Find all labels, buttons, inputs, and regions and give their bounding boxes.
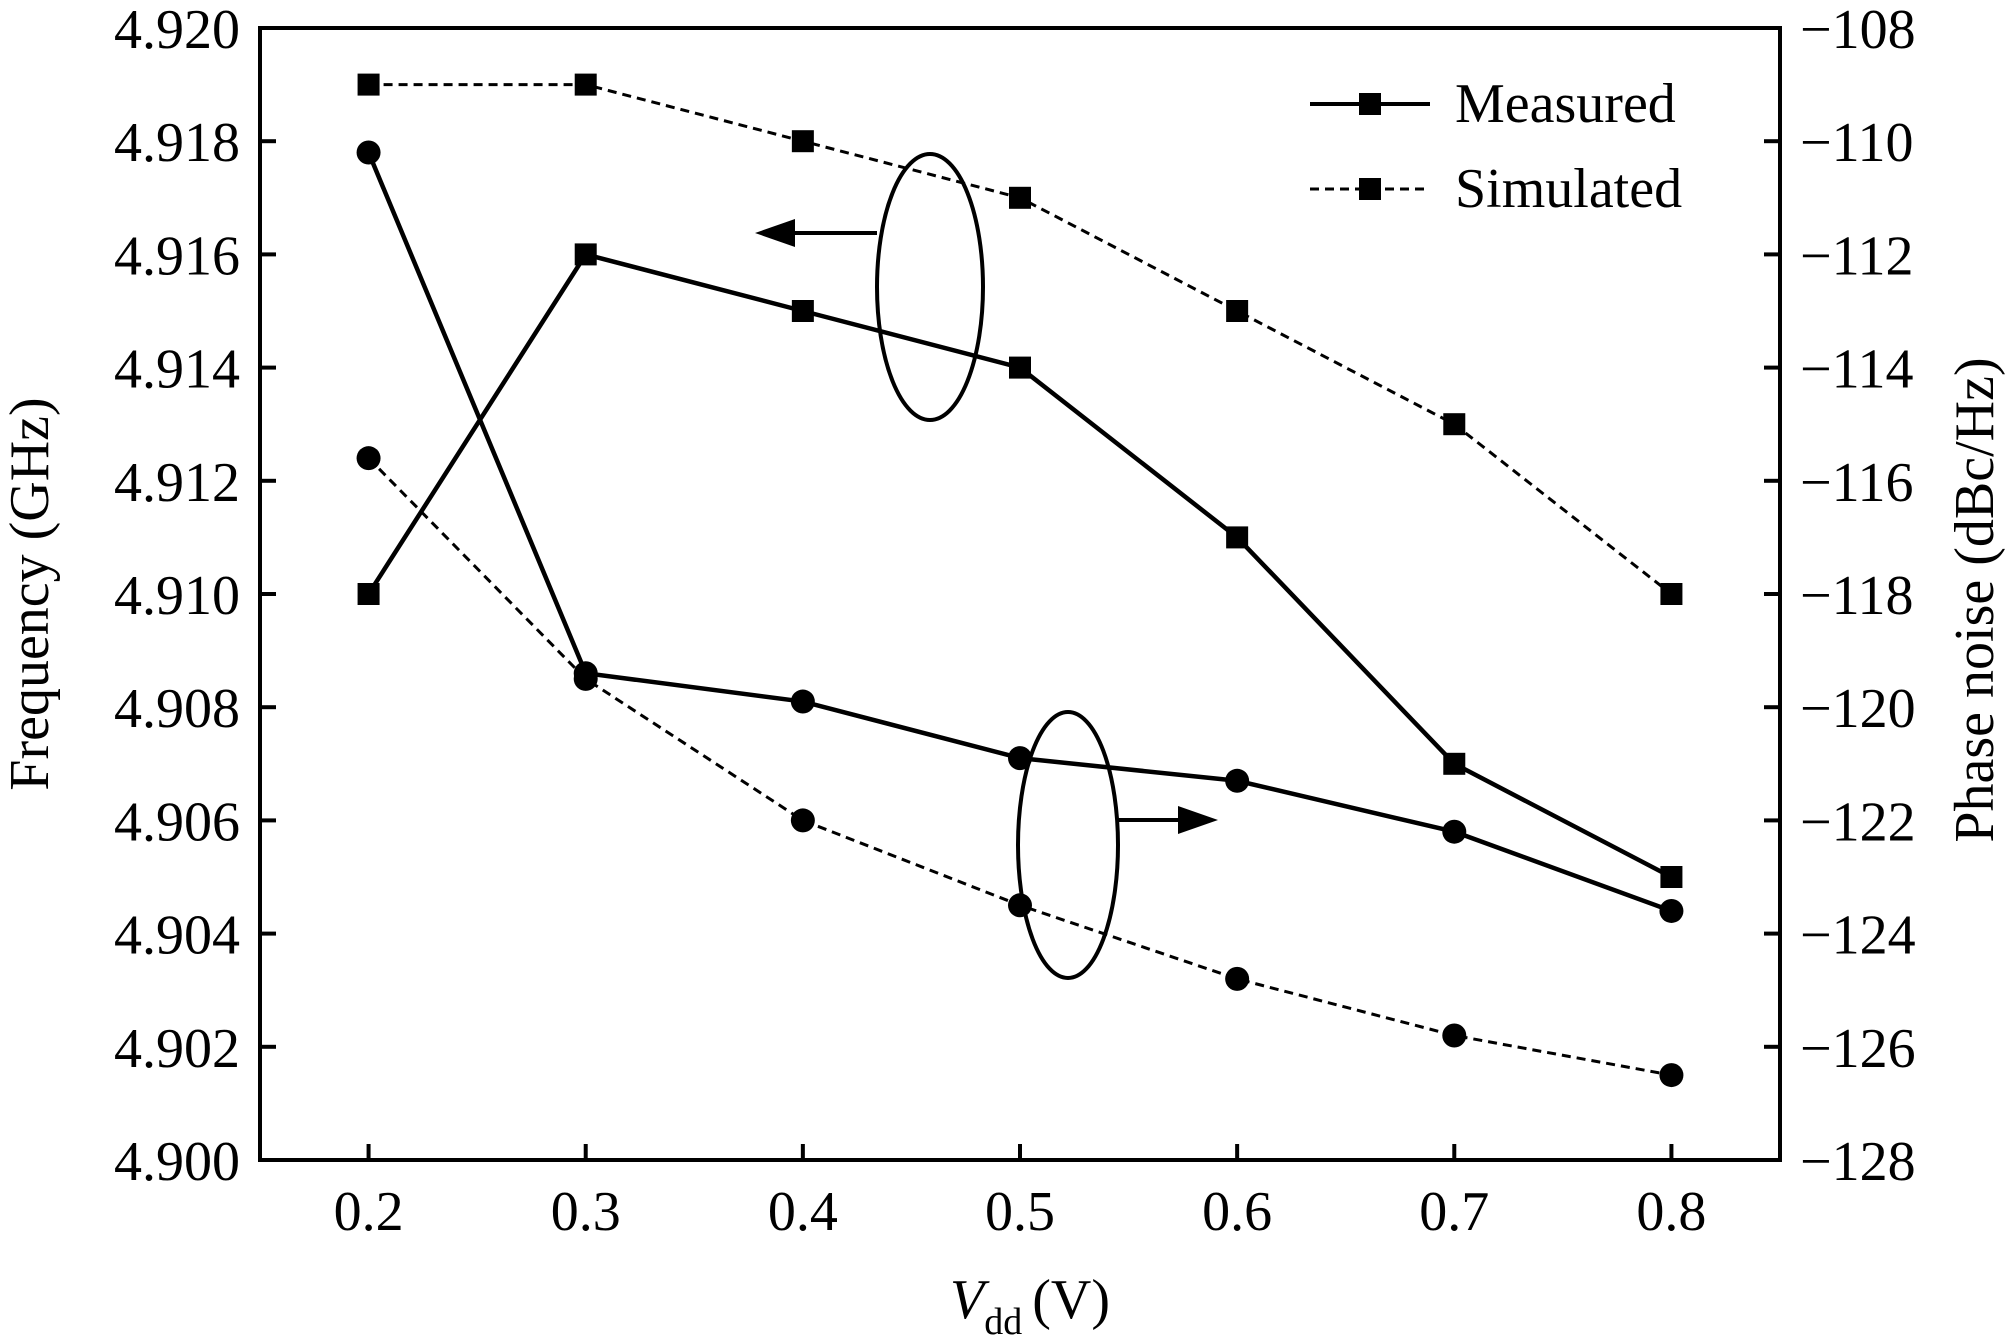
left-y-tick-label: 4.912 <box>114 452 240 514</box>
x-tick-label: 0.2 <box>334 1181 404 1243</box>
data-point-circle <box>356 140 381 165</box>
left-y-tick-label: 4.918 <box>114 112 240 174</box>
data-point-square <box>791 130 814 153</box>
right-y-axis-title: Phase noise (dBc/Hz) <box>1944 357 2006 842</box>
x-tick-label: 0.5 <box>985 1181 1055 1243</box>
data-point-square <box>574 243 597 266</box>
series-layer <box>356 73 1684 1088</box>
data-point-circle <box>1442 819 1467 844</box>
left-arrow-icon <box>755 219 795 247</box>
left-y-tick-label: 4.904 <box>114 905 240 967</box>
data-point-square <box>1009 186 1031 209</box>
data-point-square <box>1226 526 1249 549</box>
legend-label-measured: Measured <box>1455 73 1676 135</box>
data-point-square <box>357 583 380 605</box>
right-y-tick-label: −120 <box>1800 678 1916 740</box>
data-point-circle <box>790 808 815 833</box>
x-tick-label: 0.4 <box>768 1181 838 1243</box>
x-axis-title: Vdd (V) <box>950 1269 1110 1343</box>
left-y-axis: 4.900 4.902 4.904 4.906 4.908 4.910 4.912 4.914… <box>114 0 276 1193</box>
right-y-tick-label: −116 <box>1800 452 1914 514</box>
data-point-circle <box>1225 966 1250 991</box>
legend: Measured Simulated <box>1310 73 1682 220</box>
right-y-tick-label: −118 <box>1800 565 1914 627</box>
data-point-square <box>1660 583 1683 605</box>
data-point-circle <box>1659 1063 1684 1088</box>
x-tick-label: 0.3 <box>551 1181 621 1243</box>
data-point-square <box>1443 413 1466 436</box>
annotations <box>790 152 1183 980</box>
data-point-square <box>791 300 814 322</box>
data-point-circle <box>1442 1023 1467 1048</box>
data-point-circle <box>1008 746 1032 771</box>
legend-item-measured: Measured <box>1310 73 1676 135</box>
left-y-tick-label: 4.900 <box>114 1131 240 1193</box>
left-y-tick-label: 4.906 <box>114 791 240 853</box>
x-tick-label: 0.6 <box>1202 1181 1272 1243</box>
right-y-axis: −128 −126 −124 −122 −120 −118 −116 −114 −112 −110… <box>1764 0 1916 1193</box>
right-y-tick-label: −112 <box>1800 225 1914 287</box>
left-y-tick-label: 4.916 <box>114 225 240 287</box>
series-line-0 <box>366 251 1673 879</box>
data-point-square <box>1660 866 1683 888</box>
x-tick-label: 0.8 <box>1636 1181 1706 1243</box>
left-y-axis-title: Frequency (GHz) <box>0 397 61 790</box>
right-y-tick-label: −114 <box>1800 339 1914 401</box>
data-point-circle <box>1225 768 1250 793</box>
right-arrow-icon <box>1178 806 1218 834</box>
data-point-circle <box>790 689 815 714</box>
data-point-square <box>1226 300 1249 322</box>
data-point-square <box>574 73 597 96</box>
left-y-tick-label: 4.914 <box>114 339 240 401</box>
left-y-tick-label: 4.920 <box>114 0 240 61</box>
right-y-tick-label: −128 <box>1800 1131 1916 1193</box>
data-point-circle <box>1659 898 1684 923</box>
x-axis: 0.2 0.3 0.4 0.5 0.6 0.7 0.8 <box>334 1144 1706 1243</box>
right-y-tick-label: −126 <box>1800 1018 1916 1080</box>
data-point-circle <box>356 446 381 471</box>
left-y-tick-label: 4.902 <box>114 1018 240 1080</box>
left-y-tick-label: 4.910 <box>114 565 240 627</box>
right-y-tick-label: −122 <box>1800 791 1916 853</box>
data-point-square <box>1443 752 1466 775</box>
data-point-circle <box>573 666 598 691</box>
data-point-square <box>357 73 380 96</box>
left-y-tick-label: 4.908 <box>114 678 240 740</box>
left-axis-annotation-ellipse <box>875 152 985 422</box>
right-y-tick-label: −110 <box>1800 112 1914 174</box>
right-axis-annotation-ellipse <box>1016 710 1120 980</box>
legend-item-simulated: Simulated <box>1310 158 1682 220</box>
legend-label-simulated: Simulated <box>1455 158 1682 220</box>
right-y-tick-label: −124 <box>1800 905 1916 967</box>
right-y-tick-label: −108 <box>1800 0 1916 61</box>
data-point-square <box>1009 356 1031 379</box>
x-tick-label: 0.7 <box>1419 1181 1489 1243</box>
